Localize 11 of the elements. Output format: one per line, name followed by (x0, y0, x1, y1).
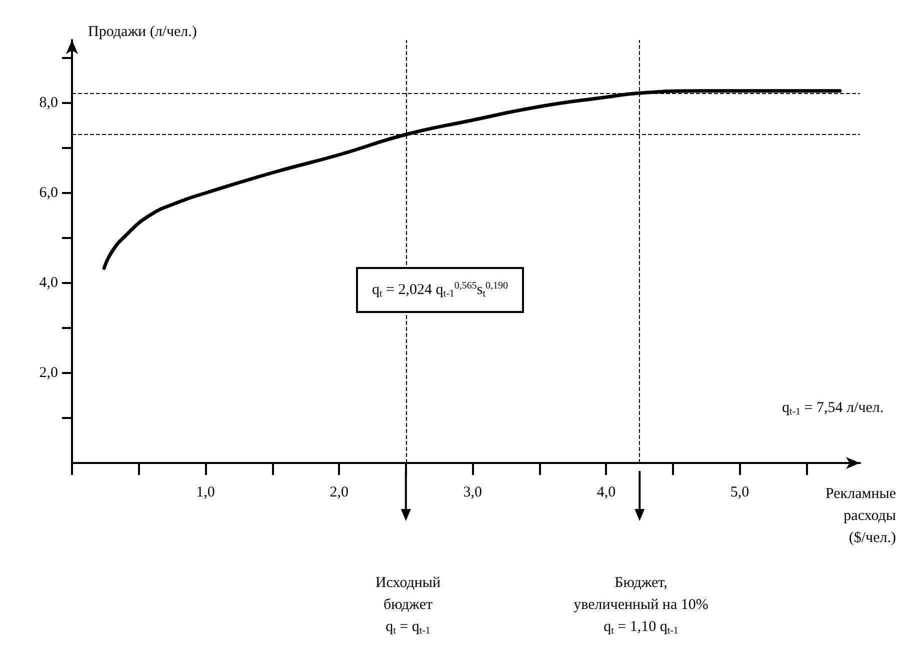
x-tick-label: 3,0 (463, 484, 482, 500)
y-tick-label: 4,0 (39, 275, 58, 291)
x-tick-label: 5,0 (730, 484, 750, 500)
x-tick-label: 1,0 (196, 484, 215, 500)
y-tick-label: 8,0 (39, 95, 58, 111)
y-tick-label: 6,0 (39, 185, 58, 201)
x-tick-label: 2,0 (330, 484, 348, 500)
y-axis-title: Продажи (л/чел.) (88, 24, 197, 40)
y-tick-label: 2,0 (39, 365, 58, 381)
x-tick-label: 4,0 (596, 484, 616, 500)
x-axis-title: Рекламные расходы ($/чел.) (826, 486, 896, 546)
